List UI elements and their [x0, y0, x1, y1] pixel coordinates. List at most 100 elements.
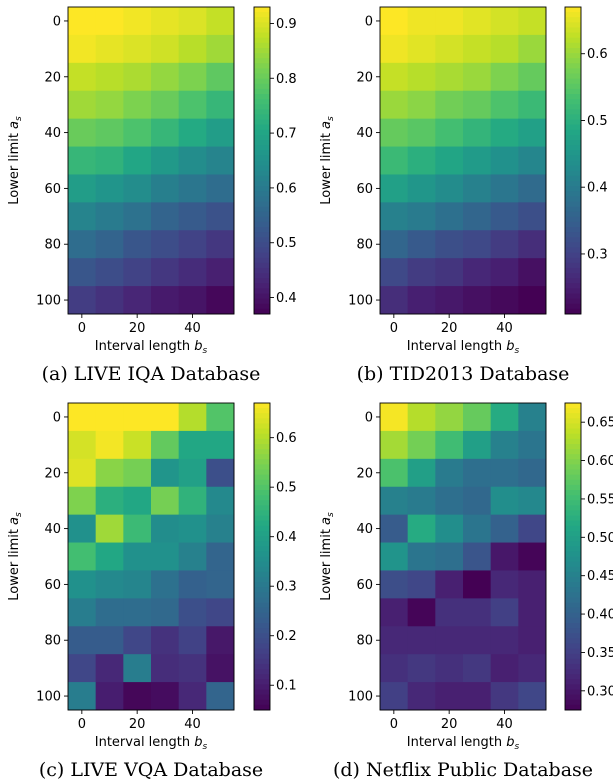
colorbar-segment: [254, 278, 270, 284]
colorbar-segment: [254, 283, 270, 289]
colorbar-segment: [254, 7, 270, 13]
heatmap-cell: [518, 682, 547, 711]
colorbar-segment: [254, 459, 270, 465]
colorbar-segment: [565, 571, 581, 578]
heatmap-panel: 0 20 40 0 20 40 60 80 100 Interval length bs Lower…: [319, 402, 613, 781]
colorbar-segment: [565, 58, 581, 64]
heatmap-cell: [435, 430, 464, 460]
heatmap-cell: [407, 258, 436, 287]
heatmap-cell: [95, 174, 124, 203]
colorbar-segment: [254, 433, 270, 440]
colorbar-segment: [254, 520, 270, 527]
colorbar-segment: [565, 73, 581, 80]
plot-frame: [379, 402, 547, 711]
heatmap-cell: [490, 230, 519, 259]
heatmap-cell: [151, 514, 180, 543]
colorbar-segment: [565, 484, 581, 491]
colorbar-segment: [254, 211, 270, 218]
colorbar-segment: [565, 576, 581, 583]
colorbar-segment: [565, 42, 581, 49]
colorbar-segment: [254, 469, 270, 476]
heatmap-cell: [435, 570, 464, 599]
colorbar-segment: [565, 247, 581, 253]
heatmap-cell: [123, 258, 152, 287]
x-tick-label: 40: [184, 717, 201, 732]
colorbar-segment: [254, 561, 270, 568]
heatmap-cell: [95, 403, 124, 432]
colorbar-tick-label: 0.4: [276, 291, 297, 306]
colorbar-segment: [565, 232, 581, 238]
heatmap-cell: [123, 430, 152, 460]
heatmap-cell: [95, 598, 124, 627]
colorbar-segment: [565, 643, 581, 649]
colorbar-segment: [254, 648, 270, 655]
y-tick-label: 0: [365, 410, 373, 425]
heatmap-cell: [68, 202, 97, 231]
colorbar-segment: [565, 221, 581, 228]
heatmap-cell: [95, 146, 124, 175]
heatmap-cell: [95, 90, 124, 120]
heatmap-cell: [206, 514, 235, 543]
heatmap-cell: [407, 682, 436, 711]
heatmap-cell: [68, 258, 97, 287]
colorbar-segment: [565, 500, 581, 506]
colorbar-segment: [565, 454, 581, 460]
colorbar-segment: [254, 699, 270, 706]
heatmap-cell: [435, 626, 464, 655]
heatmap-cell: [95, 626, 124, 655]
colorbar-segment: [254, 293, 270, 300]
colorbar-segment: [254, 47, 270, 54]
heatmap-cell: [435, 7, 464, 36]
y-tick-label: 60: [44, 182, 61, 197]
colorbar-segment: [565, 273, 581, 279]
colorbar-tick-label: 0.45: [587, 569, 613, 584]
heatmap-cell: [518, 570, 547, 599]
colorbar-segment: [254, 104, 270, 110]
heatmap-cell: [463, 514, 492, 543]
colorbar-segment: [565, 175, 581, 182]
heatmap-cell: [178, 542, 207, 571]
heatmap-cell: [380, 626, 409, 655]
x-axis-label: Interval length bs: [407, 339, 520, 356]
colorbar-segment: [254, 129, 270, 136]
heatmap-panel: 0 20 40 0 20 40 60 80 100 Interval length bs Lower…: [7, 6, 297, 385]
colorbar-segment: [254, 602, 270, 609]
colorbar-segment: [565, 418, 581, 424]
x-tick-label: 20: [129, 321, 146, 336]
heatmap-cell: [68, 542, 97, 571]
heatmap-cell: [206, 542, 235, 571]
x-tick-label: 0: [390, 717, 398, 732]
heatmap-cell: [151, 542, 180, 571]
colorbar-segment: [565, 582, 581, 588]
y-tick-label: 40: [356, 522, 373, 537]
colorbar-segment: [254, 12, 270, 18]
colorbar-segment: [254, 124, 270, 131]
heatmap-cell: [380, 118, 409, 147]
heatmap-cell: [435, 90, 464, 120]
colorbar-segment: [254, 418, 270, 424]
colorbar-segment: [565, 53, 581, 59]
heatmap-cell: [206, 430, 235, 460]
colorbar-segment: [565, 561, 581, 568]
panel-caption: (c) LIVE VQA Database: [39, 759, 263, 781]
heatmap-panel: 0 20 40 0 20 40 60 80 100 Interval length bs Lower…: [319, 6, 608, 385]
y-tick-label: 20: [356, 70, 373, 85]
heatmap-cell: [407, 598, 436, 627]
y-tick-label: 20: [44, 466, 61, 481]
y-tick-label: 60: [356, 578, 373, 593]
heatmap-cell: [518, 118, 547, 147]
x-tick-label: 20: [441, 717, 458, 732]
colorbar-segment: [254, 73, 270, 80]
colorbar-tick-label: 0.5: [276, 236, 297, 251]
colorbar-segment: [254, 653, 270, 660]
colorbar-segment: [565, 679, 581, 685]
heatmap-cell: [463, 626, 492, 655]
x-axis-label: Interval length bs: [407, 735, 520, 752]
colorbar-segment: [254, 119, 270, 126]
colorbar-segment: [565, 663, 581, 670]
heatmap-cell: [518, 286, 547, 315]
colorbar-segment: [254, 27, 270, 33]
colorbar-tick-label: 0.55: [587, 492, 613, 507]
panel-caption: (d) Netflix Public Database: [333, 759, 593, 781]
colorbar-segment: [254, 505, 270, 511]
